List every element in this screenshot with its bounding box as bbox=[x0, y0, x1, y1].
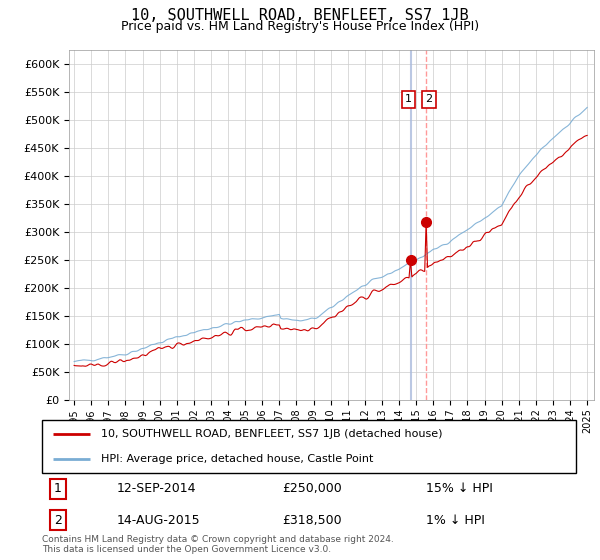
FancyBboxPatch shape bbox=[42, 420, 576, 473]
Text: 1: 1 bbox=[405, 95, 412, 104]
Text: 10, SOUTHWELL ROAD, BENFLEET, SS7 1JB: 10, SOUTHWELL ROAD, BENFLEET, SS7 1JB bbox=[131, 8, 469, 24]
Text: £318,500: £318,500 bbox=[283, 514, 342, 526]
Text: 2: 2 bbox=[425, 95, 433, 104]
Text: Contains HM Land Registry data © Crown copyright and database right 2024.
This d: Contains HM Land Registry data © Crown c… bbox=[42, 535, 394, 554]
Text: £250,000: £250,000 bbox=[283, 482, 342, 496]
Text: Price paid vs. HM Land Registry's House Price Index (HPI): Price paid vs. HM Land Registry's House … bbox=[121, 20, 479, 32]
Text: 15% ↓ HPI: 15% ↓ HPI bbox=[427, 482, 493, 496]
Text: 1% ↓ HPI: 1% ↓ HPI bbox=[427, 514, 485, 526]
Text: 14-AUG-2015: 14-AUG-2015 bbox=[117, 514, 200, 526]
Text: 10, SOUTHWELL ROAD, BENFLEET, SS7 1JB (detached house): 10, SOUTHWELL ROAD, BENFLEET, SS7 1JB (d… bbox=[101, 429, 442, 439]
Text: 2: 2 bbox=[54, 514, 62, 526]
Text: HPI: Average price, detached house, Castle Point: HPI: Average price, detached house, Cast… bbox=[101, 454, 373, 464]
Text: 1: 1 bbox=[54, 482, 62, 496]
Text: 12-SEP-2014: 12-SEP-2014 bbox=[117, 482, 196, 496]
